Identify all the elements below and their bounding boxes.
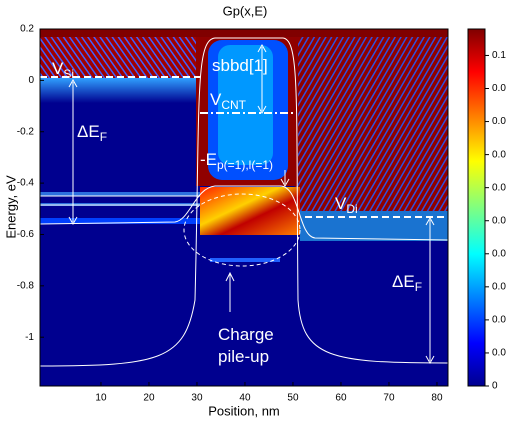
heatmap (40, 29, 448, 386)
annotation-text: V (335, 194, 347, 213)
chart-title: Gp(x,E) (223, 3, 268, 18)
annotations: VSi sbbd[1]VCNTΔEF-Ep(=1),l(=1)VDiΔEFChar… (52, 56, 422, 366)
annotation: -Ep(=1),l(=1) (200, 150, 273, 172)
y-axis-label: Energy, eV (3, 175, 18, 239)
colorbar (467, 28, 486, 387)
plot-frame (39, 28, 449, 387)
x-tick-label: 40 (239, 393, 251, 404)
colorbar-tick-label: 0.0 (492, 182, 506, 193)
colorbar-tick-label: 0.0 (492, 215, 506, 226)
colorbar-tick-label: 0.0 (492, 248, 506, 259)
annotation: ΔEF (77, 122, 107, 144)
annotation-text: ΔE (392, 272, 415, 291)
colorbar-tick-label: 0.0 (492, 315, 506, 326)
x-tick-label: 80 (431, 393, 443, 404)
colorbar-tick-label: 0.0 (492, 348, 506, 359)
annotation-text: V (52, 59, 64, 78)
annotation: VSi (52, 59, 74, 81)
annotation-text: -E (200, 150, 217, 169)
annotation-subscript: Si (63, 67, 74, 81)
band-profile (39, 37, 449, 367)
annotation-subscript: p(=1),l(=1) (217, 158, 273, 172)
x-tick-label: 10 (95, 393, 107, 404)
annotation-subscript: Di (346, 202, 357, 216)
annotation: VDi (335, 194, 358, 216)
annotation-subscript: F (100, 130, 107, 144)
y-tick-label: -0.4 (17, 178, 35, 189)
annotation: pile-up (218, 347, 269, 366)
y-tick-label: -0.2 (17, 126, 35, 137)
colorbar-tick-label: 0 (492, 381, 498, 392)
colorbar-tick-label: 0.0 (492, 149, 506, 160)
x-tick-label: 20 (143, 393, 155, 404)
y-tick-label: 0 (28, 75, 34, 86)
x-tick-label: 60 (335, 393, 347, 404)
annotation: Charge (218, 325, 274, 344)
annotation-text: Charge (218, 325, 274, 344)
x-axis-label: Position, nm (208, 403, 280, 418)
annotation-text: ΔE (77, 122, 100, 141)
x-tick-label: 50 (287, 393, 299, 404)
annotation-text: V (210, 90, 222, 109)
annotation: sbbd[1] (212, 56, 268, 75)
colorbar-tick-label: 0.0 (492, 83, 506, 94)
annotation-subscript: CNT (221, 98, 246, 112)
colorbar-tick-label: 0.0 (492, 116, 506, 127)
y-tick-label: 0.2 (20, 24, 34, 35)
x-tick-label: 70 (383, 393, 395, 404)
annotation: ΔEF (392, 272, 422, 294)
annotation-text: pile-up (218, 347, 269, 366)
annotation: VCNT (210, 90, 247, 112)
annotation-text: sbbd[1] (212, 56, 268, 75)
annotation-subscript: F (415, 280, 422, 294)
y-tick-label: -0.6 (17, 229, 35, 240)
x-tick-label: 30 (191, 393, 203, 404)
colorbar-tick-label: 0.1 (492, 50, 506, 61)
y-tick-label: -1 (25, 332, 34, 343)
y-tick-label: -0.8 (17, 280, 35, 291)
colorbar-tick-label: 0.0 (492, 281, 506, 292)
